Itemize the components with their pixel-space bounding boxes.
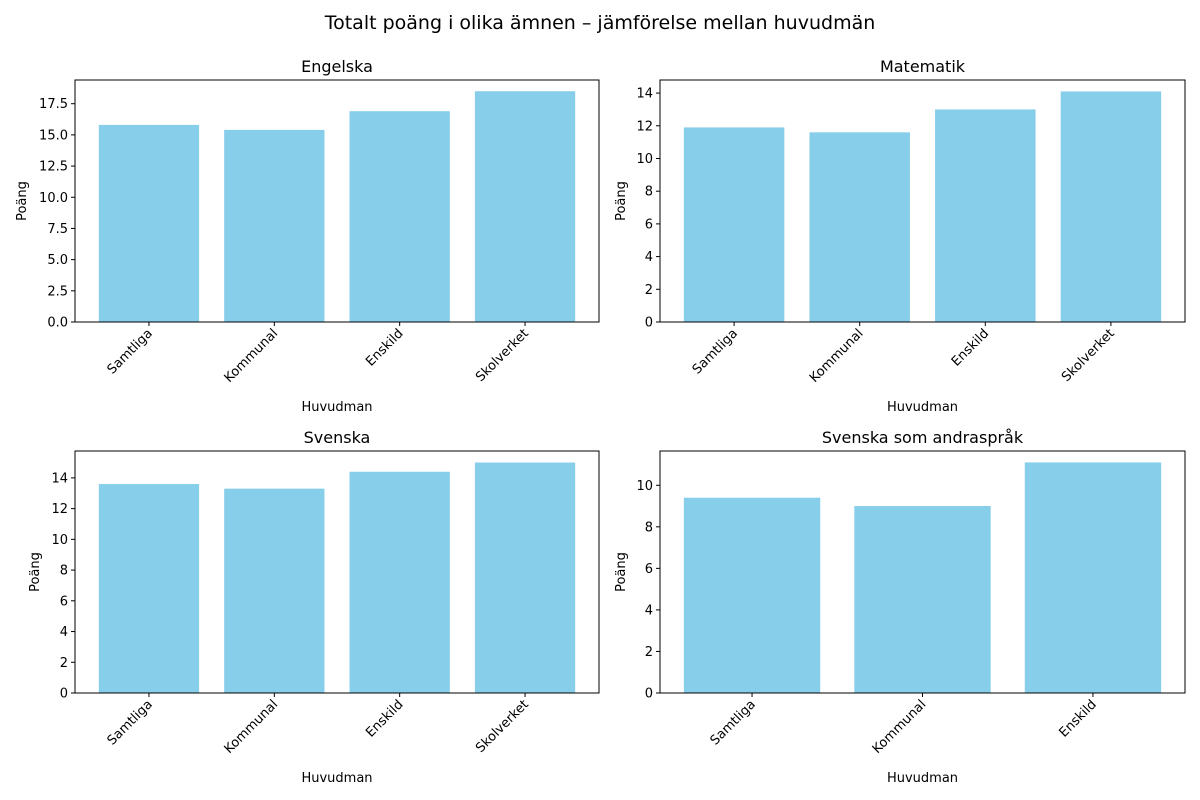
x-tick-label: Samtliga	[690, 326, 741, 377]
bar-enskild	[935, 109, 1036, 322]
x-tick-label: Samtliga	[105, 697, 156, 748]
y-axis-label: Poäng	[28, 552, 43, 592]
x-axis-label: Huvudman	[887, 400, 958, 415]
x-tick-label: Kommunal	[807, 326, 867, 386]
bar-samtliga	[683, 497, 821, 693]
y-tick-label: 14	[636, 87, 653, 102]
bar-kommunal	[224, 129, 325, 322]
x-tick-label: Enskild	[1056, 697, 1099, 740]
subplot-2: 0 2 4 6 8 10 12 14 Samtliga Kommunal Enskild Skolve…	[614, 57, 1186, 415]
subplot-title: Matematik	[880, 57, 966, 76]
y-tick-label: 12.5	[39, 160, 68, 175]
y-tick-label: 5.0	[47, 253, 68, 268]
y-tick-label: 6	[645, 562, 653, 577]
x-tick-label: Kommunal	[870, 697, 930, 757]
x-tick-label: Kommunal	[222, 697, 282, 757]
y-axis-label: Poäng	[614, 181, 629, 221]
subplot-title: Svenska	[304, 428, 371, 447]
axes-frame	[74, 79, 600, 323]
y-tick-label: 17.5	[39, 97, 68, 112]
y-tick-label: 14	[51, 471, 68, 486]
axes-frame	[659, 79, 1186, 323]
x-tick-label: Skolverket	[473, 326, 532, 385]
bar-skolverket	[474, 91, 576, 322]
bar-samtliga	[98, 484, 200, 693]
y-tick-label: 12	[636, 119, 653, 134]
y-tick-label: 10.0	[39, 191, 68, 206]
bar-samtliga	[98, 124, 200, 322]
y-tick-label: 4	[60, 625, 68, 640]
x-tick-label: Samtliga	[708, 697, 759, 748]
bar-enskild	[349, 111, 450, 322]
y-tick-label: 0	[645, 687, 653, 702]
x-tick-label: Samtliga	[105, 326, 156, 377]
y-tick-label: 0.0	[47, 316, 68, 331]
y-tick-label: 4	[645, 603, 653, 618]
x-tick-label: Skolverket	[473, 697, 532, 756]
bar-samtliga	[683, 127, 785, 323]
x-tick-label: Skolverket	[1059, 326, 1118, 385]
bar-skolverket	[474, 462, 576, 693]
bar-kommunal	[224, 488, 325, 693]
y-axis-label: Poäng	[15, 181, 30, 221]
y-tick-label: 0	[60, 687, 68, 702]
bar-enskild	[1024, 462, 1162, 693]
y-tick-label: 7.5	[47, 222, 68, 237]
bar-enskild	[349, 471, 450, 693]
x-tick-label: Enskild	[949, 326, 992, 369]
y-tick-label: 2	[645, 645, 653, 660]
y-tick-label: 2	[60, 656, 68, 671]
x-axis-label: Huvudman	[301, 771, 372, 786]
figure-title: Totalt poäng i olika ämnen – jämförelse …	[324, 12, 876, 34]
y-tick-label: 8	[60, 564, 68, 579]
y-tick-label: 10	[636, 152, 653, 167]
y-tick-label: 6	[60, 594, 68, 609]
y-tick-label: 15.0	[39, 128, 68, 143]
y-tick-label: 8	[645, 185, 653, 200]
subplot-title: Engelska	[301, 57, 373, 76]
x-axis-label: Huvudman	[887, 771, 958, 786]
bar-kommunal	[809, 132, 910, 322]
y-tick-label: 10	[636, 479, 653, 494]
y-tick-label: 6	[645, 217, 653, 232]
y-tick-label: 10	[51, 533, 68, 548]
x-tick-label: Enskild	[363, 326, 406, 369]
x-tick-label: Enskild	[363, 697, 406, 740]
subplot-4: 0 2 4 6 8 10 Samtliga Kommunal Enskild Svenska so…	[614, 428, 1186, 786]
y-tick-label: 4	[645, 250, 653, 265]
x-tick-label: Kommunal	[222, 326, 282, 386]
y-tick-label: 12	[51, 502, 68, 517]
bar-kommunal	[854, 506, 991, 693]
bar-skolverket	[1060, 91, 1162, 322]
axes-frame	[74, 450, 600, 694]
subplot-3: 0 2 4 6 8 10 12 14 Samtliga Kommunal Enskild Skolve…	[28, 428, 600, 786]
y-tick-label: 2	[645, 283, 653, 298]
y-tick-label: 8	[645, 520, 653, 535]
y-axis-label: Poäng	[614, 552, 629, 592]
subplot-title: Svenska som andraspråk	[822, 428, 1024, 447]
x-axis-label: Huvudman	[301, 400, 372, 415]
subplot-1: 0.0 2.5 5.0 7.5 10.0 12.5 15.0 17.5 Samtliga Komm…	[15, 57, 600, 415]
y-tick-label: 2.5	[47, 284, 68, 299]
y-tick-label: 0	[645, 316, 653, 331]
